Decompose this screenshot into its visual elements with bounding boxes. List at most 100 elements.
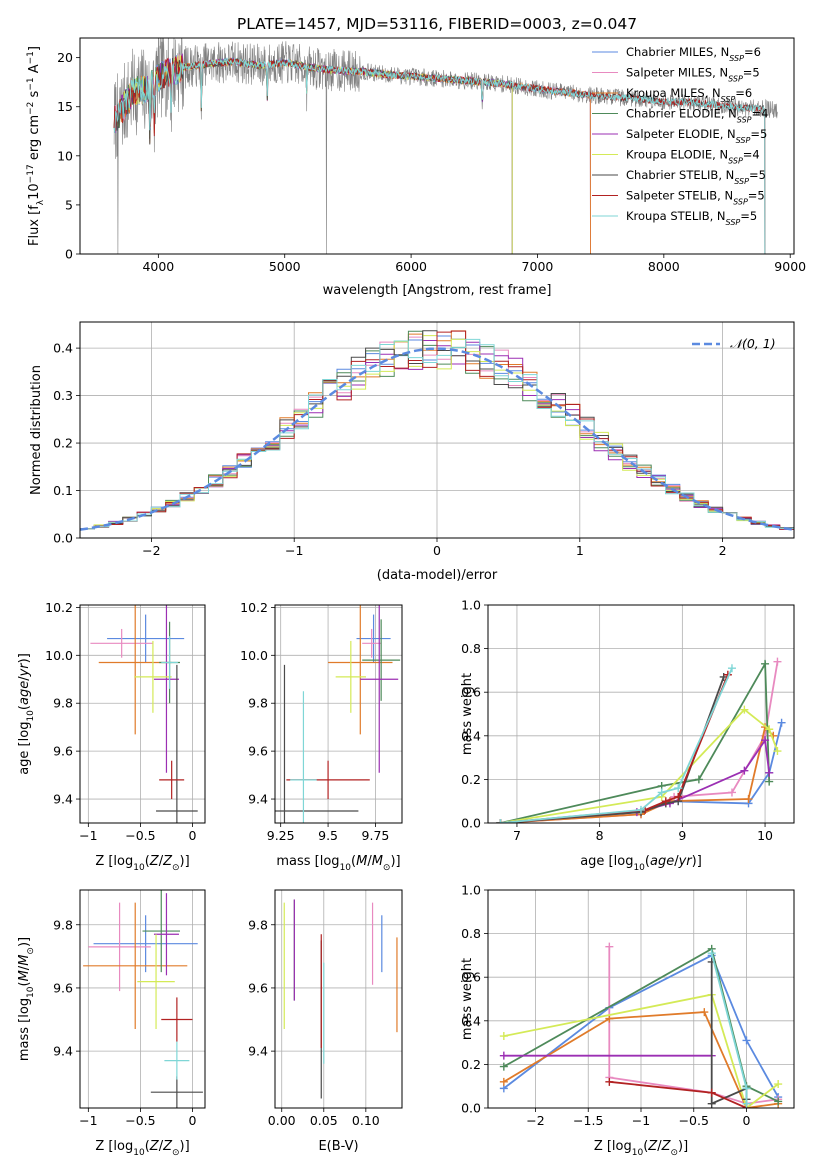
x-tick-label: −1 <box>632 1113 650 1128</box>
x-tick-label: 8 <box>596 828 604 843</box>
weight-point-marker <box>707 1099 716 1108</box>
x-axis-label: age [log10(age/yr)] <box>580 854 702 873</box>
x-tick-label: −1 <box>79 828 97 843</box>
weight-point-marker <box>740 766 749 775</box>
weight-point-marker <box>742 1099 751 1108</box>
y-axis-label: mass [log10(M/M⊙)] <box>17 937 36 1061</box>
x-tick-label: −1.5 <box>573 1113 603 1128</box>
weight-point-marker <box>694 775 703 784</box>
y-tick-label: 0.0 <box>53 531 73 546</box>
x-tick-label: 0.00 <box>268 1113 296 1128</box>
y-tick-label: 0.3 <box>53 388 73 403</box>
y-tick-label: 9.6 <box>53 744 73 759</box>
y-tick-label: 0.2 <box>461 772 481 787</box>
x-tick-label: 0 <box>743 1113 751 1128</box>
weight-point-marker <box>744 795 753 804</box>
spectrum-model-line <box>113 57 766 254</box>
weight-point-marker <box>765 725 774 734</box>
axes-frame <box>79 321 795 539</box>
axes-frame <box>274 889 403 1109</box>
y-tick-label: 10.0 <box>240 648 268 663</box>
panel-age-vs-Z: −1 −0.5 0 9.4 9.6 9.8 10.0 10.2 Z [log10(Z/Z⊙)] a… <box>17 600 206 873</box>
plot-area-mass-vs-Z <box>83 890 203 1108</box>
panel-mass-vs-Z: −1 −0.5 0 9.4 9.6 9.8 Z [log10(Z/Z⊙)] mass [log… <box>17 889 206 1158</box>
y-axis-label: Flux [fλ10−17 erg cm−2 s−1 A−1] <box>26 46 46 246</box>
histogram-series <box>80 330 794 530</box>
weight-point-marker <box>499 1051 508 1060</box>
y-axis-label: mass weight <box>460 958 475 1040</box>
y-tick-label: 0.4 <box>461 728 481 743</box>
y-tick-label: 9.4 <box>248 792 268 807</box>
y-tick-label: 0.8 <box>461 641 481 656</box>
axes-frame <box>487 604 795 824</box>
x-axis-label: (data-model)/error <box>377 568 498 583</box>
weight-point-marker <box>700 1008 709 1017</box>
weight-point-marker <box>605 942 614 951</box>
weight-point-marker <box>742 1084 751 1093</box>
y-tick-label: 9.4 <box>53 792 73 807</box>
y-tick-label: 0.8 <box>461 926 481 941</box>
weight-series-line <box>503 993 779 1108</box>
axes-frame <box>274 604 403 824</box>
y-tick-label: 9.8 <box>53 917 73 932</box>
weight-point-marker <box>707 949 716 958</box>
panel-mass-vs-EBV: 0.00 0.05 0.10 9.4 9.6 9.8 E(B-V) <box>248 889 403 1154</box>
axes-frame <box>79 889 206 1109</box>
panel-mass-weight-vs-Z: −2 −1.5 −1 −0.5 0 0.0 0.2 0.4 0.6 0.8 1.0 Z [log10(… <box>460 883 795 1158</box>
y-tick-label: 0.4 <box>53 341 73 356</box>
legend-entry: Chabrier ELODIE, NSSP=4 <box>626 107 768 125</box>
x-tick-label: −2 <box>526 1113 544 1128</box>
x-tick-label: 0.10 <box>352 1113 380 1128</box>
y-axis-label: age [log10(age/yr)] <box>17 653 36 775</box>
weight-point-marker <box>637 805 645 814</box>
x-tick-label: 5000 <box>269 259 301 274</box>
y-tick-label: 10.2 <box>45 600 73 615</box>
weight-point-marker <box>761 659 770 668</box>
legend-entry: Kroupa ELODIE, NSSP=4 <box>626 148 760 166</box>
x-tick-label: −0.5 <box>679 1113 709 1128</box>
legend-entry: Kroupa STELIB, NSSP=5 <box>626 209 757 227</box>
x-axis-label: Z [log10(Z/Z⊙)] <box>95 854 189 873</box>
figure-title: PLATE=1457, MJD=53116, FIBERID=0003, z=0… <box>237 15 637 33</box>
y-tick-label: 0.0 <box>461 816 481 831</box>
y-tick-label: 15 <box>57 99 73 114</box>
plot-area-age-vs-mass <box>275 605 401 823</box>
x-axis-label: wavelength [Angstrom, rest frame] <box>323 283 552 298</box>
plot-area-mass-vs-EBV <box>283 899 398 1099</box>
weight-point-marker <box>774 1097 783 1106</box>
spectrum-model-line <box>113 55 766 254</box>
axes-frame <box>79 604 206 824</box>
weight-point-marker <box>707 1088 716 1097</box>
panel-age-vs-mass: 9.25 9.5 9.75 9.4 9.6 9.8 10.0 10.2 mass [log10(… <box>240 600 403 873</box>
weight-point-marker <box>773 747 782 756</box>
weight-point-marker <box>605 1014 614 1023</box>
x-tick-label: 0 <box>189 1113 197 1128</box>
x-tick-label: 9000 <box>774 259 806 274</box>
y-tick-label: 0.2 <box>461 1057 481 1072</box>
legend-entry: Chabrier STELIB, NSSP=5 <box>626 168 766 186</box>
x-tick-label: 0 <box>433 543 441 558</box>
weight-point-marker <box>765 768 774 777</box>
y-tick-label: 10.2 <box>240 600 268 615</box>
plot-area-mass-weight-vs-age <box>496 657 786 823</box>
y-tick-label: 9.6 <box>53 980 73 995</box>
weight-point-marker <box>742 1036 751 1045</box>
x-tick-label: 9 <box>678 828 686 843</box>
weight-point-marker <box>727 788 736 797</box>
weight-point-marker <box>777 718 786 727</box>
x-axis-label: E(B-V) <box>318 1139 358 1154</box>
y-tick-label: 0.6 <box>461 970 481 985</box>
x-tick-label: 8000 <box>648 259 680 274</box>
y-axis-label: Normed distribution <box>29 365 44 495</box>
legend-entry: Chabrier MILES, NSSP=6 <box>626 45 761 63</box>
y-tick-label: 5 <box>65 197 73 212</box>
y-tick-label: 0.4 <box>461 1013 481 1028</box>
panel-spectrum: 4000 5000 6000 7000 8000 9000 0 5 10 15 20 waveleng… <box>26 37 806 298</box>
weight-point-marker <box>657 788 666 797</box>
y-tick-label: 0.2 <box>53 436 73 451</box>
x-tick-label: 2 <box>719 543 727 558</box>
weight-point-marker <box>761 736 770 745</box>
y-tick-label: 9.8 <box>53 696 73 711</box>
weight-point-marker <box>674 784 683 793</box>
y-tick-label: 0.0 <box>461 1101 481 1116</box>
